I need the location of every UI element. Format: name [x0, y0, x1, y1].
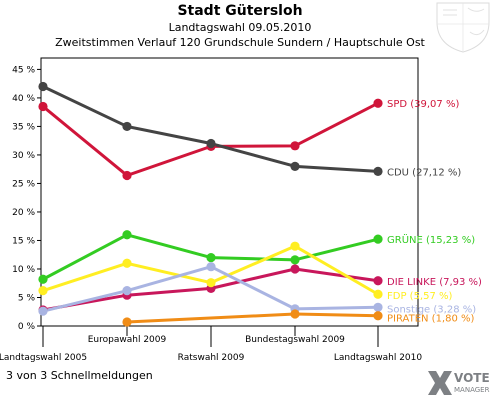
series-end-label: CDU (27,12 %) — [387, 167, 461, 178]
x-tick-label: Ratswahl 2009 — [178, 353, 245, 363]
logo-subtext: MANAGER — [454, 386, 490, 394]
data-point — [38, 101, 48, 112]
data-point — [38, 306, 48, 316]
data-point — [122, 121, 132, 132]
data-point — [122, 170, 132, 181]
footer-note: 3 von 3 Schnellmeldungen — [6, 369, 153, 382]
series-end-label: SPD (39,07 %) — [387, 99, 459, 110]
x-tick-label: Landtagswahl 2010 — [334, 353, 423, 363]
y-tick-label: 35 % — [12, 122, 35, 132]
y-axis: 0 % 5 % 10 % 15 % 20 % 25 % 30 % 35 % 40 % 45 % — [12, 65, 41, 332]
data-point — [122, 317, 132, 327]
data-point — [290, 264, 300, 274]
logo-text: VOTE — [454, 371, 490, 385]
coat-of-arms-icon — [436, 2, 490, 53]
y-tick-label: 45 % — [12, 65, 35, 75]
series-labels: SPD (39,07 %) CDU (27,12 %) GRÜNE (15,23 %… — [387, 99, 482, 325]
y-tick-label: 15 % — [12, 236, 35, 246]
data-point — [290, 241, 300, 251]
data-point — [122, 230, 132, 240]
data-point — [373, 166, 383, 176]
data-point — [290, 141, 300, 151]
y-tick-label: 5 % — [18, 293, 36, 303]
data-point — [206, 278, 216, 288]
data-point — [122, 258, 132, 268]
data-point — [373, 302, 383, 312]
chart-subtitle-2: Zweitstimmen Verlauf 120 Grundschule Sun… — [55, 36, 425, 49]
chart-title: Stadt Gütersloh — [177, 3, 302, 19]
data-point — [38, 286, 48, 296]
x-tick-label: Bundestagswahl 2009 — [245, 335, 345, 345]
data-point — [290, 161, 300, 171]
series-end-label: GRÜNE (15,23 %) — [387, 233, 475, 246]
y-tick-label: 0 % — [18, 322, 36, 332]
data-point — [206, 262, 216, 272]
series-end-label: PIRATEN (1,80 %) — [387, 314, 475, 325]
x-tick-label: Europawahl 2009 — [88, 335, 167, 345]
y-tick-label: 10 % — [12, 265, 35, 275]
data-point — [373, 289, 383, 299]
vote-manager-logo: VOTE MANAGER — [426, 367, 498, 399]
series-points — [38, 81, 383, 327]
series-end-label: FDP (5,57 %) — [387, 291, 453, 302]
vote-manager-icon: VOTE MANAGER — [428, 371, 490, 395]
data-point — [206, 252, 216, 263]
y-tick-label: 40 % — [12, 94, 35, 104]
data-point — [122, 286, 132, 296]
data-point — [38, 274, 48, 284]
y-tick-label: 30 % — [12, 151, 35, 161]
y-tick-label: 20 % — [12, 208, 35, 218]
data-point — [373, 276, 383, 286]
data-point — [290, 309, 300, 319]
x-tick-label: Landtagswahl 2005 — [0, 353, 87, 363]
data-point — [373, 311, 383, 321]
chart-subtitle: Landtagswahl 09.05.2010 — [169, 21, 312, 34]
series-end-label: DIE LINKE (7,93 %) — [387, 277, 482, 288]
data-point — [290, 255, 300, 265]
y-tick-label: 25 % — [12, 179, 35, 189]
data-point — [373, 98, 383, 108]
data-point — [38, 81, 48, 92]
data-point — [373, 234, 383, 244]
data-point — [206, 138, 216, 149]
series-end-label: Sonstige (3,28 %) — [387, 304, 476, 315]
